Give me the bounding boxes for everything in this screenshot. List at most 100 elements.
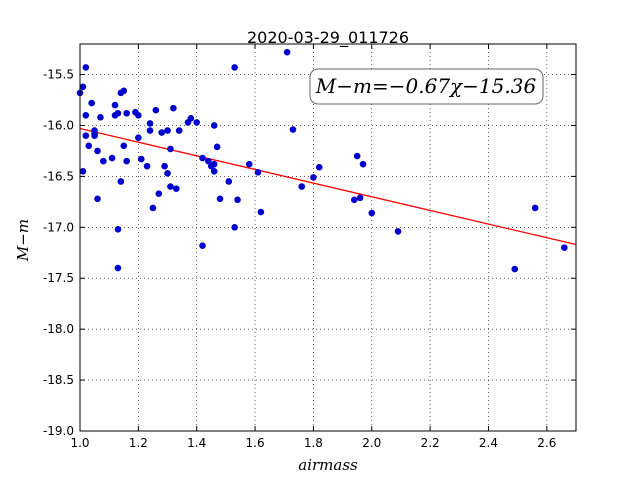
data-point: [149, 204, 157, 212]
data-point: [289, 126, 297, 133]
data-point: [254, 169, 262, 176]
data-point: [100, 157, 107, 165]
chart-title: 2020-03-29_011726: [247, 28, 409, 48]
data-point: [210, 168, 218, 175]
data-point: [167, 183, 174, 190]
data-point: [146, 127, 154, 134]
data-point: [79, 168, 87, 175]
data-point: [359, 160, 367, 168]
data-point: [137, 155, 145, 163]
x-tick-label: 1.6: [246, 436, 265, 450]
data-point: [120, 87, 128, 95]
fit-layer: [79, 127, 577, 246]
data-point: [135, 134, 142, 141]
y-axis-label: M−m: [14, 219, 32, 262]
data-point: [210, 122, 218, 129]
data-point: [164, 170, 171, 177]
data-point: [146, 120, 154, 127]
y-tick-label: -15.5: [43, 68, 74, 82]
data-point: [257, 208, 265, 216]
y-tick-label: -18.5: [43, 373, 74, 387]
data-point: [187, 115, 195, 122]
data-point: [199, 154, 206, 162]
data-point: [111, 101, 119, 109]
data-point: [315, 163, 323, 171]
data-point: [170, 104, 177, 112]
data-point: [210, 160, 218, 168]
x-tick-label: 2.4: [479, 436, 498, 450]
x-tick-label: 2.6: [537, 436, 556, 450]
data-point: [216, 195, 224, 203]
data-point: [114, 226, 122, 233]
data-point: [135, 111, 142, 119]
data-point: [511, 265, 519, 273]
x-tick-label: 1.4: [187, 436, 206, 450]
data-point: [310, 174, 317, 181]
fit-annotation: M−m=−0.67χ−15.36: [309, 68, 544, 105]
fit-line: [79, 127, 577, 246]
data-point: [175, 127, 183, 134]
data-point: [350, 196, 358, 204]
data-point: [82, 132, 90, 139]
y-tick-label: -19.0: [43, 424, 74, 438]
data-point: [298, 183, 306, 190]
x-axis-label: airmass: [298, 456, 358, 474]
data-point: [205, 157, 212, 165]
data-point: [143, 162, 151, 170]
data-point: [394, 228, 402, 235]
x-tick-label: 2.2: [421, 436, 440, 450]
y-tick-label: -16.5: [43, 169, 74, 183]
data-points: [76, 48, 568, 273]
y-tick-label: -16.0: [43, 118, 74, 132]
data-point: [531, 204, 539, 212]
data-point: [94, 195, 101, 203]
data-point: [114, 109, 122, 117]
data-point: [213, 143, 221, 151]
data-point: [164, 127, 171, 134]
y-tick-label: -17.5: [43, 271, 74, 285]
data-point: [79, 83, 87, 91]
data-point: [88, 99, 95, 107]
plot-frame: [79, 43, 577, 432]
data-point: [85, 142, 93, 150]
data-point: [231, 64, 238, 71]
x-tick-label: 2.0: [362, 436, 381, 450]
x-tick-label: 1.0: [70, 436, 89, 450]
data-point: [108, 154, 116, 162]
data-point: [245, 160, 253, 168]
data-point: [94, 147, 101, 155]
data-point: [123, 157, 130, 165]
data-point: [82, 64, 90, 71]
data-point: [161, 162, 168, 170]
data-point: [172, 185, 180, 192]
data-point: [225, 178, 233, 185]
y-tick-label: -18.0: [43, 322, 74, 336]
fit-equation: M−m=−0.67χ−15.36: [315, 74, 537, 98]
data-point: [561, 244, 568, 251]
y-tick-label: -17.0: [43, 220, 74, 234]
data-point: [167, 145, 174, 153]
x-tick-label: 1.2: [129, 436, 148, 450]
data-point: [193, 119, 201, 126]
data-point: [199, 242, 206, 249]
data-point: [356, 194, 364, 202]
data-point: [91, 132, 98, 139]
data-point: [123, 109, 130, 117]
data-point: [114, 264, 122, 272]
data-point: [158, 129, 165, 136]
x-tick-label: 1.8: [304, 436, 323, 450]
data-point: [82, 111, 90, 119]
data-point: [97, 114, 104, 121]
data-point: [120, 142, 128, 150]
data-point: [283, 48, 291, 56]
data-point: [117, 178, 125, 185]
data-point: [155, 190, 163, 198]
annotation-frame: [309, 68, 544, 105]
data-point: [231, 224, 238, 231]
data-point: [353, 152, 361, 160]
axis-ticks: 1.0 1.2 1.4 1.6 1.8 2.0 2.2 2.4 2.6 -15.5 -16.0 -16…: [43, 44, 576, 450]
data-point: [234, 196, 241, 204]
data-point: [368, 209, 376, 217]
data-point: [152, 106, 160, 114]
